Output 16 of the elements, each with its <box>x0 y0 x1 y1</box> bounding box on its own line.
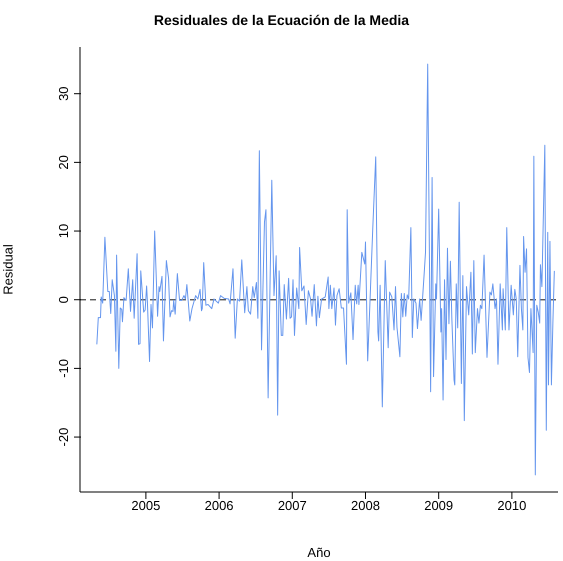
x-tick-label: 2008 <box>351 498 380 514</box>
x-tick-label: 2006 <box>204 498 234 514</box>
y-tick-label: -10 <box>56 358 71 378</box>
y-axis-title: Residual <box>0 244 16 295</box>
x-tick-label: 2005 <box>131 498 160 514</box>
x-tick-label: 2007 <box>278 498 307 514</box>
x-tick-label: 2009 <box>424 498 454 514</box>
line-series <box>96 64 555 476</box>
y-tick-label: 0 <box>56 296 71 304</box>
y-tick-label: 10 <box>56 224 71 238</box>
x-axis-title: Año <box>307 545 331 560</box>
y-tick-label: -20 <box>56 428 71 446</box>
y-tick-label: 20 <box>56 155 71 170</box>
x-tick-label: 2010 <box>497 498 526 514</box>
chart-title: Residuales de la Ecuación de la Media <box>152 12 410 28</box>
y-tick-label: 30 <box>56 86 71 101</box>
